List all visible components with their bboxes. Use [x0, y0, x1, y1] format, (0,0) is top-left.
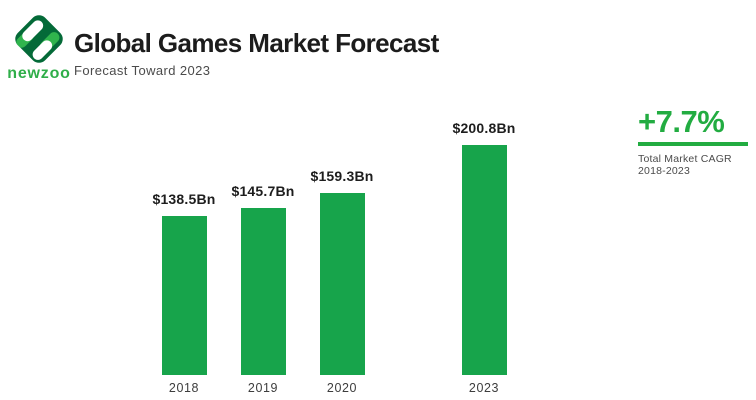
- bar-value-label-2019: $145.7Bn: [231, 183, 295, 200]
- bar-2023: [461, 145, 507, 375]
- bar-year-label-2019: 2019: [247, 381, 279, 395]
- newzoo-logo: newzoo: [7, 10, 71, 83]
- bar-value-label-2023: $200.8Bn: [452, 120, 516, 136]
- cagr-callout: +7.7% Total Market CAGR 2018-2023: [638, 105, 752, 177]
- cagr-underline: [638, 142, 748, 146]
- bar-value-label-2018: $138.5Bn: [152, 191, 216, 208]
- bar-year-label-2018: 2018: [168, 381, 200, 395]
- logo-capsule-white-upper: [22, 20, 44, 42]
- cagr-caption-line1: Total Market CAGR: [638, 153, 732, 165]
- cagr-value: +7.7%: [638, 104, 725, 139]
- newzoo-wordmark: newzoo: [7, 65, 71, 82]
- bar-2018: [161, 216, 207, 375]
- logo-diamond: [15, 15, 63, 63]
- page-subtitle: Forecast Toward 2023: [74, 63, 211, 78]
- bar-2019: [240, 208, 286, 375]
- bar-2020: [319, 192, 365, 375]
- header-titles: Global Games Market Forecast Forecast To…: [74, 29, 439, 78]
- bar-value-label-2020: $159.3Bn: [310, 167, 374, 184]
- page-title: Global Games Market Forecast: [74, 28, 439, 58]
- bar-year-label-2020: 2020: [326, 381, 358, 395]
- newzoo-logo-icon: [15, 15, 63, 63]
- cagr-caption: Total Market CAGR 2018-2023: [638, 153, 752, 177]
- logo-capsule-white-lower: [32, 40, 53, 60]
- bar-year-label-2023: 2023: [468, 381, 500, 395]
- cagr-caption-line2: 2018-2023: [638, 165, 691, 177]
